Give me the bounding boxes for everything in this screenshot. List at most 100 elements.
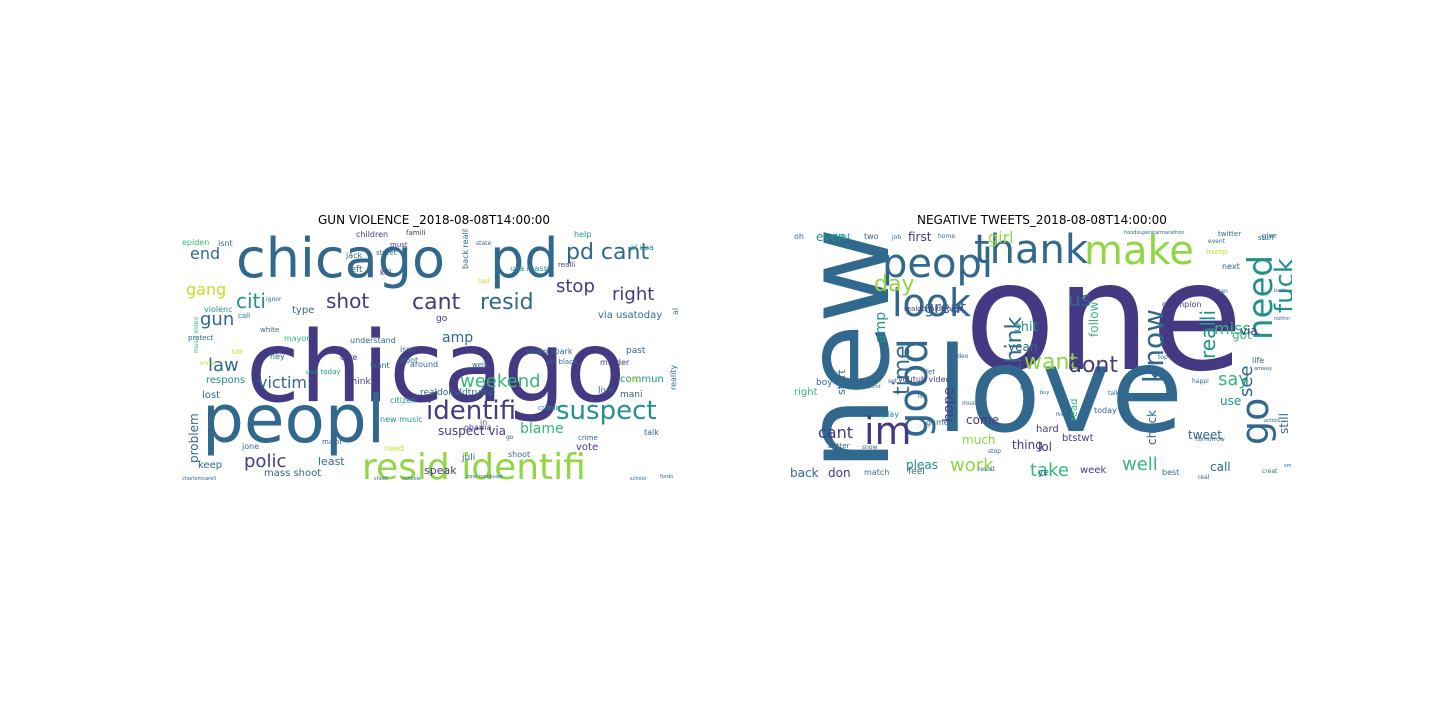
left-cloud-word: charlemcarell — [182, 476, 216, 482]
left-cloud-word: shoot — [374, 476, 388, 482]
left-cloud-word: issu — [400, 345, 416, 354]
right-cloud-word: action — [1264, 418, 1280, 424]
left-cloud-word: state — [476, 240, 492, 247]
right-cloud-word: right — [794, 387, 818, 398]
left-cloud-word: dont — [400, 356, 419, 365]
right-cloud-word: well — [1122, 454, 1158, 475]
left-cloud-word: isnt — [218, 239, 233, 248]
left-cloud-word: end — [190, 244, 221, 263]
left-cloud-word: weekend — [460, 371, 541, 392]
left-cloud-word: tak — [232, 348, 244, 356]
right-cloud-word: tomorrow — [1196, 436, 1225, 443]
left-cloud-word: rone monkuwe — [466, 474, 504, 480]
left-cloud-word: citizen — [390, 396, 417, 405]
left-cloud-word: in — [480, 418, 488, 427]
right-cloud-word: stop — [988, 448, 1001, 455]
left-cloud-word: keep — [198, 460, 223, 471]
right-cloud-word: via — [1240, 324, 1258, 338]
left-cloud-word: al usa — [630, 243, 654, 252]
left-cloud-word: murder — [600, 358, 630, 367]
left-cloud-word: right — [612, 284, 655, 305]
left-cloud-word: need — [384, 444, 404, 453]
left-cloud-word: jone — [242, 442, 260, 451]
left-cloud-word: video spark — [526, 347, 573, 356]
right-cloud-word: latest — [828, 232, 851, 241]
left-cloud-word: juli black — [546, 358, 578, 366]
left-cloud-word: suspect via — [438, 424, 507, 438]
right-cloud-word: result — [978, 466, 995, 473]
left-cloud-word: go — [436, 314, 448, 324]
right-cloud-word: love — [936, 321, 1184, 459]
right-cloud-word: trump — [1206, 248, 1228, 256]
left-cloud-word: past — [626, 346, 646, 356]
left-cloud-word: gun — [200, 309, 235, 330]
right-cloud-word: don — [828, 466, 851, 480]
right-cloud-word: want — [1024, 350, 1079, 375]
left-cloud-word: left — [348, 265, 363, 275]
right-cloud-word: got — [1232, 328, 1252, 342]
right-cloud-word: video — [952, 353, 969, 360]
left-cloud-word: fordn — [660, 474, 674, 480]
left-cloud-word: help — [574, 230, 592, 239]
left-cloud-word: obama — [464, 423, 492, 432]
right-cloud-word: better — [828, 442, 850, 450]
right-cloud-word: hoodsuperstarmarathon — [1124, 230, 1185, 236]
right-panel-title: NEGATIVE TWEETS_2018-08-08T14:00:00 — [917, 213, 1167, 227]
right-cloud-word: stuff — [1258, 234, 1274, 242]
left-cloud-word: reality — [669, 364, 678, 390]
left-cloud-word: back reality — [461, 229, 470, 269]
left-cloud-word: crimin — [538, 404, 560, 412]
right-cloud-word: shit — [1014, 320, 1038, 335]
left-cloud-word: type — [292, 305, 315, 316]
right-cloud-word: today — [1094, 406, 1117, 415]
right-cloud-word: buy — [1040, 390, 1050, 396]
left-cloud-word: suspect — [556, 396, 657, 426]
right-cloud-word: hard — [1036, 424, 1059, 435]
left-cloud-word: go — [506, 434, 514, 441]
left-cloud-word: protect — [188, 334, 214, 342]
left-cloud-word: cant — [412, 290, 461, 315]
right-cloud-word: read — [1069, 398, 1080, 421]
right-cloud-word: best — [1162, 468, 1180, 477]
right-cloud-word: amway — [1254, 366, 1273, 372]
left-cloud-word: stop — [556, 276, 595, 297]
right-cloud-word: much — [962, 433, 996, 447]
right-cloud-word: hope — [941, 387, 957, 422]
right-cloud-word: dont — [1068, 353, 1118, 378]
right-cloud-word: still — [1277, 413, 1291, 434]
left-cloud-word: via usatoday — [598, 310, 663, 321]
right-cloud-word: life — [1252, 356, 1265, 365]
right-cloud-word: say — [1218, 369, 1250, 390]
left-cloud-word: talk — [644, 428, 659, 437]
right-cloud-word: great — [924, 298, 967, 317]
left-cloud-word: resid identifi — [362, 447, 586, 487]
left-cloud-word: pd cant — [566, 240, 650, 265]
right-cloud-word: two — [864, 232, 879, 241]
right-cloud-word: us — [1068, 287, 1092, 311]
right-cloud-word: home — [938, 233, 956, 240]
right-cloud-word: check — [1145, 409, 1159, 445]
right-cloud-word: thing — [1012, 438, 1043, 452]
right-cloud-word: champion — [1162, 300, 1202, 309]
right-cloud-word: nothin — [1274, 316, 1290, 322]
right-cloud-word: take — [1030, 460, 1069, 481]
left-cloud-word: see — [628, 375, 641, 383]
left-cloud-word: victim — [258, 373, 308, 392]
left-cloud-word: think — [348, 377, 371, 387]
right-cloud-word: fire — [1056, 412, 1065, 418]
right-cloud-word: realdonaldtrump — [904, 305, 963, 313]
left-cloud-word: identifi — [426, 396, 516, 426]
left-cloud-word: al — [671, 307, 680, 315]
right-cloud-word: pleas — [906, 458, 938, 472]
left-cloud-word: realdonaldtrump — [420, 388, 496, 398]
left-cloud-word: mani — [620, 390, 643, 400]
left-cloud-word: shot — [326, 289, 370, 313]
left-cloud-word: respons — [206, 375, 246, 386]
left-cloud-word: speak — [424, 464, 457, 477]
right-cloud-word: look — [892, 281, 972, 325]
right-cloud-word: even — [816, 230, 846, 244]
left-cloud-word: care — [340, 353, 358, 362]
left-panel-title: GUN VIOLENCE _2018-08-08T14:00:00 — [318, 213, 551, 227]
left-cloud-word: chicago — [246, 311, 626, 425]
right-cloud-word: let — [926, 368, 935, 376]
